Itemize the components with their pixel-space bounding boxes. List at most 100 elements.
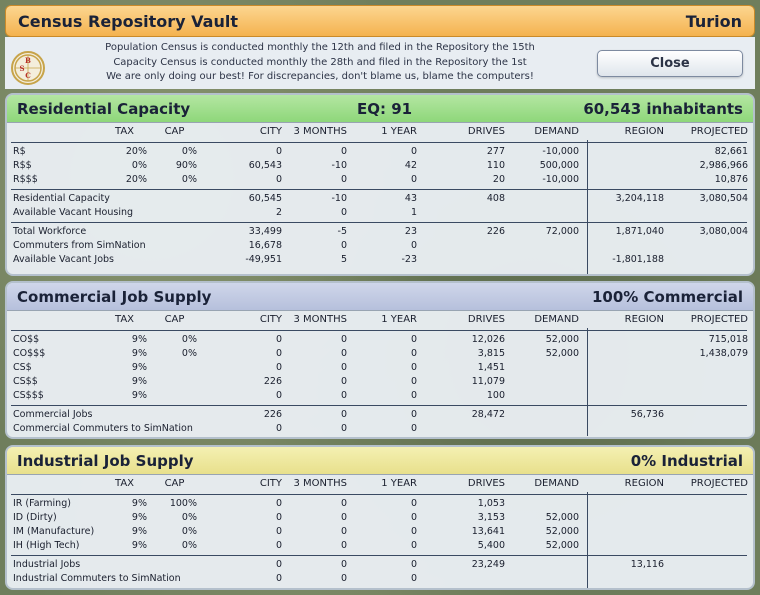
m3-value: 0 xyxy=(340,559,347,570)
commercial-summary: 100% Commercial xyxy=(591,287,743,306)
m3-value: 0 xyxy=(340,390,347,401)
m3-value: 0 xyxy=(340,334,347,345)
city-value: 16,678 xyxy=(248,240,282,251)
column-header-row: TAX CAP CITY 3 MONTHS 1 YEAR DRIVES DEMA… xyxy=(7,123,753,140)
col-region: REGION xyxy=(624,126,664,137)
table-row: CO$$ 9% 0% 0 0 0 12,026 52,000 715,018 xyxy=(7,333,753,347)
col-region: REGION xyxy=(624,478,664,489)
table-row: Residential Capacity 60,545 -10 43 408 3… xyxy=(7,192,753,206)
col-tax: TAX xyxy=(114,314,135,325)
m3-value: -10 xyxy=(331,160,347,171)
close-button[interactable]: Close xyxy=(597,50,743,77)
residential-rows: R$ 20% 0% 0 0 0 277 -10,000 82,661 R$$ 0… xyxy=(7,145,753,187)
table-row: R$$$ 20% 0% 0 0 0 20 -10,000 10,876 xyxy=(7,173,753,187)
cap-value: 100% xyxy=(169,498,197,509)
demand-value: 52,000 xyxy=(545,540,579,551)
svg-text:B: B xyxy=(25,56,31,65)
m3-value: 0 xyxy=(340,498,347,509)
col-demand: DEMAND xyxy=(534,126,579,137)
city-value: 60,543 xyxy=(248,160,282,171)
eq-value: EQ: 91 xyxy=(357,99,413,118)
drives-value: 11,079 xyxy=(471,376,505,387)
bsc-logo-icon: B S C xyxy=(11,51,45,85)
inhabitants-count: 60,543 inhabitants xyxy=(583,99,743,118)
cap-value: 0% xyxy=(181,540,197,551)
row-label: Total Workforce xyxy=(13,226,87,237)
city-value: 0 xyxy=(275,559,282,570)
info-area: B S C Population Census is conducted mon… xyxy=(5,37,755,89)
row-label: CS$$$ xyxy=(13,390,44,401)
col-city: CITY xyxy=(259,126,282,137)
row-label: Industrial Jobs xyxy=(13,559,81,570)
m3-value: 0 xyxy=(340,540,347,551)
demand-value: 500,000 xyxy=(539,160,579,171)
commercial-title: Commercial Job Supply xyxy=(17,287,212,306)
table-row: CS$$$ 9% 0 0 0 100 xyxy=(7,389,753,403)
y1-value: 0 xyxy=(410,376,417,387)
row-label: Residential Capacity xyxy=(13,193,110,204)
col-projected: PROJECTED xyxy=(690,314,748,325)
col-3months: 3 MONTHS xyxy=(293,126,348,137)
drives-value: 3,153 xyxy=(477,512,505,523)
drives-value: 20 xyxy=(492,174,505,185)
region-value: 56,736 xyxy=(630,409,664,420)
residential-title: Residential Capacity xyxy=(17,99,191,118)
table-row: CO$$$ 9% 0% 0 0 0 3,815 52,000 1,438,079 xyxy=(7,347,753,361)
m3-value: 0 xyxy=(340,174,347,185)
tax-value: 9% xyxy=(131,362,147,373)
separator xyxy=(11,494,747,495)
y1-value: 0 xyxy=(410,174,417,185)
tax-value: 9% xyxy=(131,512,147,523)
cap-value: 90% xyxy=(175,160,197,171)
commercial-rows: CO$$ 9% 0% 0 0 0 12,026 52,000 715,018 C… xyxy=(7,333,753,403)
city-value: -49,951 xyxy=(245,254,282,265)
column-divider xyxy=(587,492,588,588)
residential-header: Residential Capacity EQ: 91 60,543 inhab… xyxy=(7,95,753,123)
row-label: R$$$ xyxy=(13,174,38,185)
m3-value: 0 xyxy=(340,240,347,251)
col-1year: 1 YEAR xyxy=(381,314,417,325)
row-label: R$$ xyxy=(13,160,32,171)
city-value: 33,499 xyxy=(248,226,282,237)
drives-value: 1,053 xyxy=(477,498,505,509)
y1-value: 0 xyxy=(410,334,417,345)
col-drives: DRIVES xyxy=(467,478,505,489)
table-row: Industrial Jobs 0 0 0 23,249 13,116 xyxy=(7,558,753,572)
table-row: Available Vacant Housing 2 0 1 xyxy=(7,206,753,220)
tax-value: 9% xyxy=(131,376,147,387)
table-row: ID (Dirty) 9% 0% 0 0 0 3,153 52,000 xyxy=(7,511,753,525)
tax-value: 9% xyxy=(131,348,147,359)
commercial-header: Commercial Job Supply 100% Commercial xyxy=(7,283,753,311)
m3-value: -5 xyxy=(337,226,347,237)
title-bar: Census Repository Vault Turion xyxy=(5,5,755,37)
drives-value: 5,400 xyxy=(477,540,505,551)
city-value: 0 xyxy=(275,423,282,434)
demand-value: 52,000 xyxy=(545,348,579,359)
drives-value: 3,815 xyxy=(477,348,505,359)
col-tax: TAX xyxy=(114,126,135,137)
industrial-summary: 0% Industrial xyxy=(630,451,743,470)
row-label: ID (Dirty) xyxy=(13,512,57,523)
cap-value: 0% xyxy=(181,512,197,523)
row-label: R$ xyxy=(13,146,26,157)
m3-value: 0 xyxy=(340,423,347,434)
col-cap: CAP xyxy=(164,126,185,137)
col-cap: CAP xyxy=(164,314,185,325)
separator xyxy=(11,142,747,143)
census-info-text: Population Census is conducted monthly t… xyxy=(85,41,555,85)
drives-value: 1,451 xyxy=(477,362,505,373)
y1-value: 0 xyxy=(410,390,417,401)
table-row: IM (Manufacture) 9% 0% 0 0 0 13,641 52,0… xyxy=(7,525,753,539)
y1-value: 0 xyxy=(410,526,417,537)
row-label: IR (Farming) xyxy=(13,498,71,509)
m3-value: 0 xyxy=(340,526,347,537)
city-value: 0 xyxy=(275,573,282,584)
row-label: Commuters from SimNation xyxy=(13,240,146,251)
m3-value: 0 xyxy=(340,573,347,584)
col-3months: 3 MONTHS xyxy=(293,478,348,489)
col-1year: 1 YEAR xyxy=(381,478,417,489)
y1-value: 42 xyxy=(404,160,417,171)
y1-value: 1 xyxy=(410,207,417,218)
commercial-panel: Commercial Job Supply 100% Commercial TA… xyxy=(5,281,755,439)
m3-value: 0 xyxy=(340,348,347,359)
